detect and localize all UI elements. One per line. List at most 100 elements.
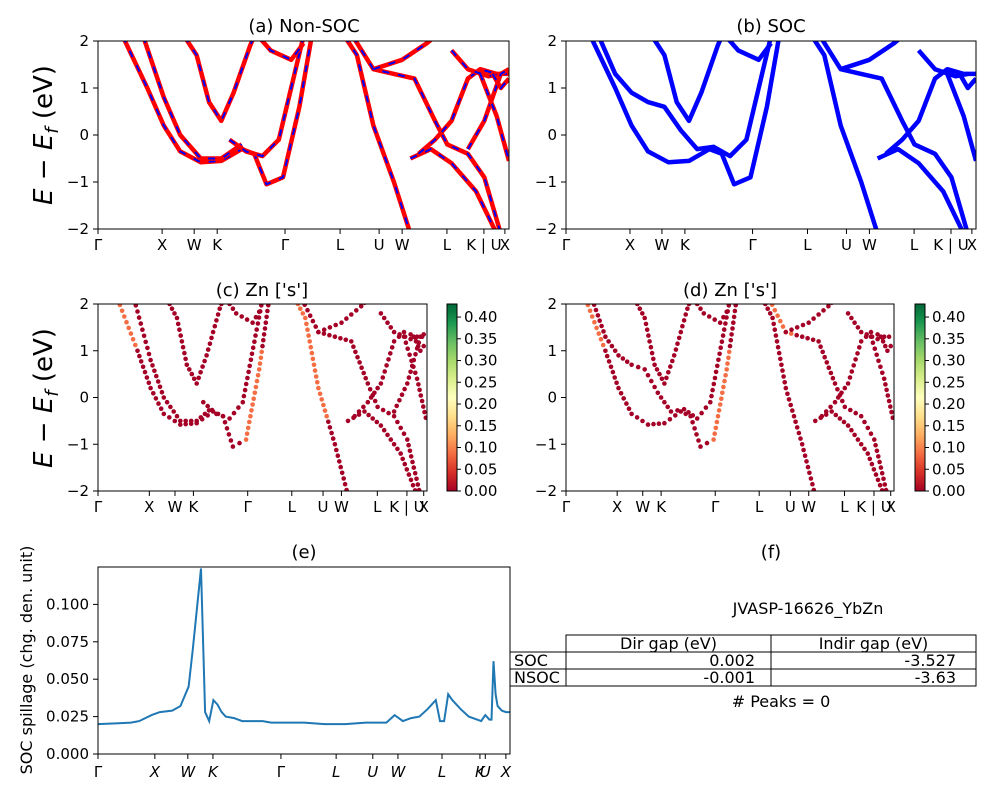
pc-point bbox=[177, 327, 182, 333]
table-cell: -0.001 bbox=[703, 668, 755, 687]
pc-point bbox=[167, 304, 172, 307]
pc-point bbox=[230, 306, 236, 312]
pe-ytick-label: 0.050 bbox=[46, 670, 89, 688]
pd-point bbox=[698, 444, 703, 449]
pd-point bbox=[595, 313, 601, 318]
pd-point bbox=[652, 384, 657, 390]
pd-point bbox=[646, 333, 651, 338]
pc-point bbox=[344, 487, 349, 491]
pc-point bbox=[159, 389, 165, 395]
pc-point bbox=[407, 448, 413, 454]
pd-point bbox=[608, 364, 614, 370]
pd-point bbox=[882, 482, 888, 487]
pd-point bbox=[880, 370, 885, 376]
pd-point bbox=[715, 363, 720, 369]
pc-point bbox=[345, 418, 351, 424]
pc-point bbox=[198, 415, 204, 420]
pd-point bbox=[841, 419, 847, 425]
pc-point bbox=[366, 412, 371, 418]
pd-point bbox=[774, 339, 780, 344]
pccb-tick-label: 0.25 bbox=[464, 373, 497, 391]
pc-point bbox=[313, 374, 319, 379]
table-column-header: Indir gap (eV) bbox=[819, 634, 929, 653]
pd-point bbox=[616, 385, 621, 391]
pd-point bbox=[888, 343, 893, 349]
pc-point bbox=[202, 411, 208, 417]
pd-point bbox=[788, 402, 793, 408]
pc-point bbox=[352, 413, 357, 419]
pb-band-line bbox=[652, 41, 723, 124]
pd-point bbox=[648, 344, 654, 350]
pd-point bbox=[731, 320, 736, 326]
pc-point bbox=[295, 304, 301, 307]
pd-ytick-label: 0 bbox=[547, 389, 557, 407]
pc-point bbox=[204, 353, 209, 358]
pc-point bbox=[256, 367, 262, 372]
pc-point bbox=[410, 482, 416, 488]
pc-point bbox=[361, 404, 366, 410]
pd-point bbox=[868, 329, 874, 335]
pd-ytick-label: −2 bbox=[535, 482, 557, 500]
pc-xtick-label: U bbox=[318, 498, 329, 516]
pc-point bbox=[319, 397, 325, 402]
pd-point bbox=[624, 401, 629, 406]
pc-point bbox=[143, 339, 148, 345]
pc-point bbox=[370, 416, 376, 421]
pc-point bbox=[178, 333, 183, 338]
pd-point bbox=[769, 304, 775, 308]
pd-point bbox=[770, 315, 775, 321]
pc-point bbox=[324, 413, 330, 419]
pc-point bbox=[395, 446, 400, 452]
pd-point bbox=[721, 314, 726, 320]
pd-point bbox=[875, 332, 880, 337]
panel-a-ylabel: E − Ef (eV) bbox=[29, 65, 63, 205]
panel-d-colorbar: 0.00 0.05 0.10 0.15 0.20 0.25 0.30 0.35 0.40 bbox=[914, 303, 965, 500]
pc-point bbox=[148, 385, 153, 391]
pc-point bbox=[385, 432, 390, 438]
pb-band-line bbox=[727, 41, 773, 63]
pd-point bbox=[633, 297, 638, 302]
pc-point bbox=[219, 304, 224, 307]
pd-point bbox=[713, 369, 719, 375]
pd-point bbox=[800, 322, 806, 328]
pc-point bbox=[400, 456, 406, 462]
pc-ytick-label: 2 bbox=[79, 295, 89, 313]
pd-point bbox=[823, 409, 829, 414]
pc-point bbox=[142, 369, 148, 375]
pc-point bbox=[382, 369, 388, 374]
pc-point bbox=[361, 370, 367, 376]
pd-point bbox=[811, 487, 817, 491]
pc-point bbox=[250, 320, 255, 326]
pd-point bbox=[683, 312, 688, 317]
pb-ytick-label: 0 bbox=[547, 126, 557, 144]
pd-point bbox=[869, 461, 875, 467]
pe-xtick-label: Γ bbox=[94, 763, 103, 781]
pc-point bbox=[381, 427, 387, 433]
pd-point bbox=[703, 405, 709, 410]
pc-point bbox=[358, 304, 364, 309]
pd-point bbox=[765, 306, 770, 312]
pc-point bbox=[329, 430, 334, 436]
pd-point bbox=[857, 345, 862, 350]
pc-point bbox=[140, 327, 145, 333]
pb-xtick-label: L bbox=[803, 236, 812, 254]
panel-c-title: (c) Zn ['s'] bbox=[216, 280, 308, 301]
pc-xtick-label: X bbox=[144, 498, 154, 516]
panel-c-colorbar: 0.00 0.05 0.10 0.15 0.20 0.25 0.30 0.35 0.40 bbox=[446, 303, 497, 500]
pd-point bbox=[721, 327, 727, 332]
pc-point bbox=[411, 364, 416, 370]
pc-point bbox=[304, 321, 309, 327]
pa-band-dash bbox=[261, 41, 305, 62]
pc-point bbox=[317, 391, 323, 397]
pb-ytick-label: 1 bbox=[547, 79, 557, 97]
pd-point bbox=[872, 346, 878, 352]
pd-point bbox=[778, 356, 783, 362]
pc-point bbox=[394, 403, 400, 409]
pd-point bbox=[635, 364, 641, 370]
pd-point bbox=[651, 356, 656, 362]
pd-point bbox=[816, 312, 821, 317]
pd-point bbox=[805, 464, 811, 470]
